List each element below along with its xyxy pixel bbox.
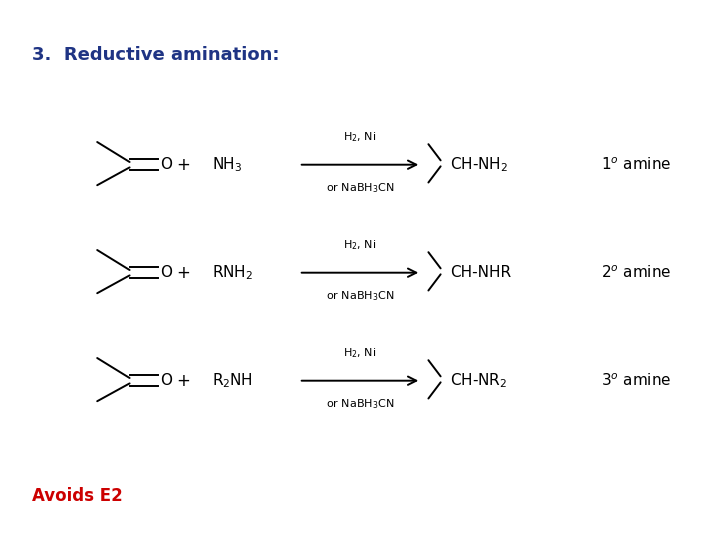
Text: +: + <box>176 156 191 174</box>
Text: or NaBH$_3$CN: or NaBH$_3$CN <box>325 397 395 411</box>
Text: H$_2$, Ni: H$_2$, Ni <box>343 346 377 360</box>
Text: CH-NH$_2$: CH-NH$_2$ <box>450 156 508 174</box>
Text: 1$^o$ amine: 1$^o$ amine <box>601 157 672 173</box>
Text: +: + <box>176 372 191 390</box>
Text: O: O <box>161 373 173 388</box>
Text: or NaBH$_3$CN: or NaBH$_3$CN <box>325 289 395 303</box>
Text: O: O <box>161 157 173 172</box>
Text: H$_2$, Ni: H$_2$, Ni <box>343 130 377 144</box>
Text: O: O <box>161 265 173 280</box>
Text: 2$^o$ amine: 2$^o$ amine <box>601 265 672 281</box>
Text: RNH$_2$: RNH$_2$ <box>212 264 253 282</box>
Text: H$_2$, Ni: H$_2$, Ni <box>343 238 377 252</box>
Text: Avoids E2: Avoids E2 <box>32 487 123 505</box>
Text: CH-NR$_2$: CH-NR$_2$ <box>450 372 507 390</box>
Text: 3.  Reductive amination:: 3. Reductive amination: <box>32 46 280 64</box>
Text: 3$^o$ amine: 3$^o$ amine <box>601 373 672 389</box>
Text: +: + <box>176 264 191 282</box>
Text: NH$_3$: NH$_3$ <box>212 156 243 174</box>
Text: R$_2$NH: R$_2$NH <box>212 372 253 390</box>
Text: or NaBH$_3$CN: or NaBH$_3$CN <box>325 181 395 195</box>
Text: CH-NHR: CH-NHR <box>450 265 511 280</box>
